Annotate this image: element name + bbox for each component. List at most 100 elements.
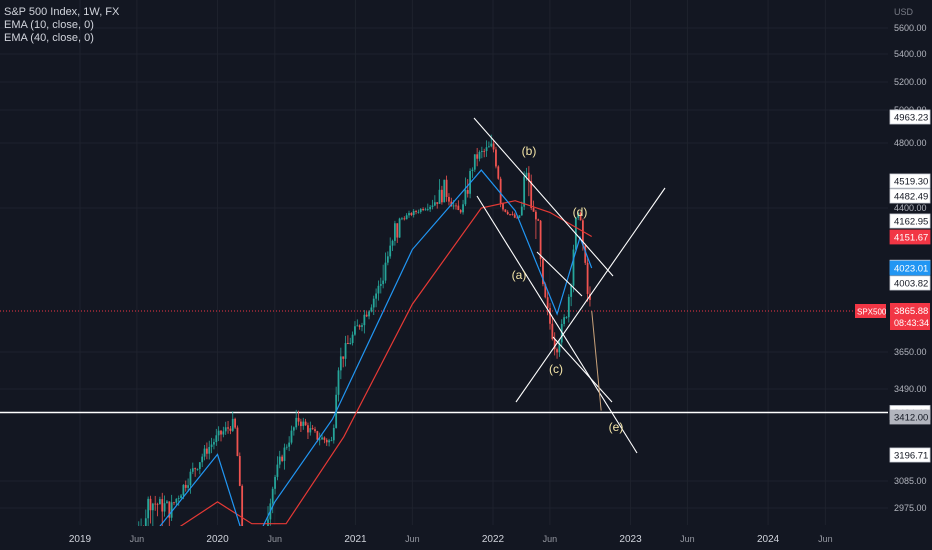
- price-label-box: [889, 109, 931, 125]
- rising-trendline[interactable]: [515, 187, 666, 403]
- chart-legend: S&P 500 Index, 1W, FX EMA (10, close, 0)…: [4, 6, 119, 45]
- candle-body: [523, 176, 526, 207]
- candle-body: [184, 484, 187, 488]
- candle-body: [314, 429, 316, 432]
- candle-body: [180, 495, 182, 499]
- candle-body: [488, 146, 490, 148]
- time-tick-label: Jun: [543, 534, 558, 544]
- wave-label: (d): [573, 205, 588, 219]
- candle-body: [476, 154, 479, 159]
- candle-body: [189, 471, 192, 486]
- candle-body: [159, 499, 161, 505]
- candle-body: [198, 462, 201, 469]
- candle-body: [311, 428, 314, 430]
- candle-body: [495, 149, 497, 167]
- candle-body: [236, 427, 239, 457]
- candle-body: [459, 210, 462, 213]
- candle-body: [408, 213, 410, 216]
- candle-body: [217, 430, 220, 436]
- candle-body: [396, 223, 399, 238]
- price-label-box: [889, 188, 931, 204]
- candle-body: [203, 448, 206, 457]
- price-label-box: [889, 260, 931, 276]
- upper-channel-line[interactable]: [473, 117, 614, 277]
- symbol-tag[interactable]: [855, 304, 886, 318]
- candle-body: [464, 190, 467, 205]
- candle-body: [177, 498, 180, 499]
- candle-body: [321, 437, 323, 440]
- candle-body: [292, 427, 295, 431]
- projection-line[interactable]: [591, 310, 602, 411]
- candle-body: [300, 421, 302, 427]
- time-tick-label: 2024: [757, 534, 780, 545]
- candle-body: [332, 427, 335, 441]
- time-tick-label: Jun: [680, 534, 695, 544]
- candle-body: [154, 503, 157, 505]
- candle-body: [546, 297, 549, 309]
- price-tick-label: 3085.00: [894, 476, 927, 486]
- price-axis[interactable]: USD5600.005400.005200.005000.004800.0044…: [855, 7, 931, 513]
- candle-body: [542, 258, 544, 285]
- price-label-text: 4519.30: [894, 177, 928, 188]
- candle-body: [220, 430, 222, 435]
- ema-40-legend[interactable]: EMA (40, close, 0): [4, 32, 94, 44]
- candle-body: [405, 215, 408, 220]
- inner-channel-line[interactable]: [536, 251, 583, 297]
- candle-body: [361, 325, 363, 327]
- wave-labels: (a) (b) (c) (d) (e): [512, 144, 624, 434]
- candle-body: [410, 213, 413, 216]
- time-tick-label: Jun: [268, 534, 283, 544]
- candle-body: [448, 196, 450, 202]
- trendline-drawings[interactable]: [473, 117, 666, 454]
- candle-body: [553, 339, 556, 350]
- symbol-title[interactable]: S&P 500 Index, 1W, FX: [4, 6, 120, 18]
- time-tick-label: 2019: [69, 534, 92, 545]
- candle-body: [579, 212, 582, 221]
- candle-body: [309, 428, 312, 433]
- candle-body: [565, 317, 568, 318]
- price-label-text: 4003.82: [894, 279, 928, 290]
- wave-c-to-e-line[interactable]: [552, 336, 613, 403]
- price-label-text: 3412.00: [894, 413, 928, 424]
- candle-body: [570, 285, 573, 297]
- ema-lines: [140, 169, 593, 550]
- candle-body: [382, 280, 385, 285]
- candle-body: [589, 293, 591, 300]
- candle-body: [478, 152, 481, 159]
- symbol-tag-text: SPX500: [857, 308, 887, 317]
- time-axis[interactable]: 2019 Jun 2020 Jun 2021 Jun 2022 Jun 2023 Jun 2024 J…: [0, 526, 932, 550]
- candle-body: [586, 262, 589, 294]
- candle-body: [238, 456, 241, 486]
- ema-10-legend[interactable]: EMA (10, close, 0): [4, 19, 94, 31]
- candle-body: [389, 245, 392, 257]
- price-label-text: 3196.71: [894, 451, 928, 462]
- candle-body: [182, 484, 185, 496]
- candle-body: [295, 417, 298, 428]
- candle-body: [206, 448, 208, 454]
- candle-body: [473, 154, 476, 170]
- candle-body: [325, 439, 328, 443]
- price-tick-label: 2975.00: [894, 503, 927, 513]
- candle-body: [210, 444, 213, 447]
- price-label-text: 4023.01: [894, 264, 928, 275]
- candle-body: [509, 214, 511, 215]
- time-tick-label: 2023: [619, 534, 642, 545]
- candle-body: [384, 262, 387, 281]
- candle-body: [504, 209, 507, 212]
- candle-body: [215, 435, 218, 443]
- candle-body: [370, 307, 373, 312]
- currency-label: USD: [894, 7, 914, 17]
- candle-body: [549, 308, 551, 324]
- candle-body: [147, 498, 150, 519]
- lower-channel-line[interactable]: [476, 195, 638, 454]
- candle-body: [535, 211, 537, 220]
- candle-body: [274, 476, 276, 489]
- candle-body: [304, 421, 307, 426]
- candle-body: [537, 219, 540, 221]
- price-tick-label: 5400.00: [894, 49, 927, 59]
- candle-body: [443, 179, 446, 203]
- price-tick-label: 4800.00: [894, 138, 927, 148]
- time-tick-label: Jun: [818, 534, 833, 544]
- candle-body: [339, 356, 342, 371]
